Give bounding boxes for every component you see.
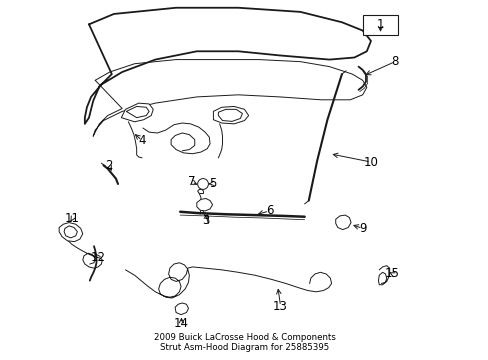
Text: 10: 10 [363, 156, 378, 168]
Polygon shape [121, 103, 153, 122]
Text: 1: 1 [376, 18, 384, 31]
Polygon shape [197, 189, 203, 194]
Text: 6: 6 [265, 204, 273, 217]
Polygon shape [335, 215, 350, 230]
Polygon shape [64, 226, 77, 238]
Polygon shape [196, 198, 212, 211]
Polygon shape [175, 303, 188, 315]
Polygon shape [218, 109, 242, 121]
Circle shape [197, 179, 208, 189]
Text: 5: 5 [208, 177, 216, 190]
Polygon shape [59, 222, 82, 242]
Text: 13: 13 [273, 300, 287, 313]
Text: 2009 Buick LaCrosse Hood & Components
Strut Asm-Hood Diagram for 25885395: 2009 Buick LaCrosse Hood & Components St… [153, 333, 335, 352]
Text: 8: 8 [390, 55, 398, 68]
Bar [362, 15, 397, 35]
Text: 3: 3 [202, 213, 209, 226]
Text: 12: 12 [90, 251, 105, 264]
Text: 9: 9 [358, 222, 366, 235]
Text: 11: 11 [65, 212, 80, 225]
Text: 14: 14 [174, 317, 188, 330]
Polygon shape [213, 107, 248, 124]
Text: 4: 4 [138, 134, 145, 147]
Text: 2: 2 [105, 159, 112, 172]
Text: 15: 15 [385, 267, 399, 280]
Polygon shape [126, 107, 149, 118]
Text: 7: 7 [188, 175, 195, 188]
